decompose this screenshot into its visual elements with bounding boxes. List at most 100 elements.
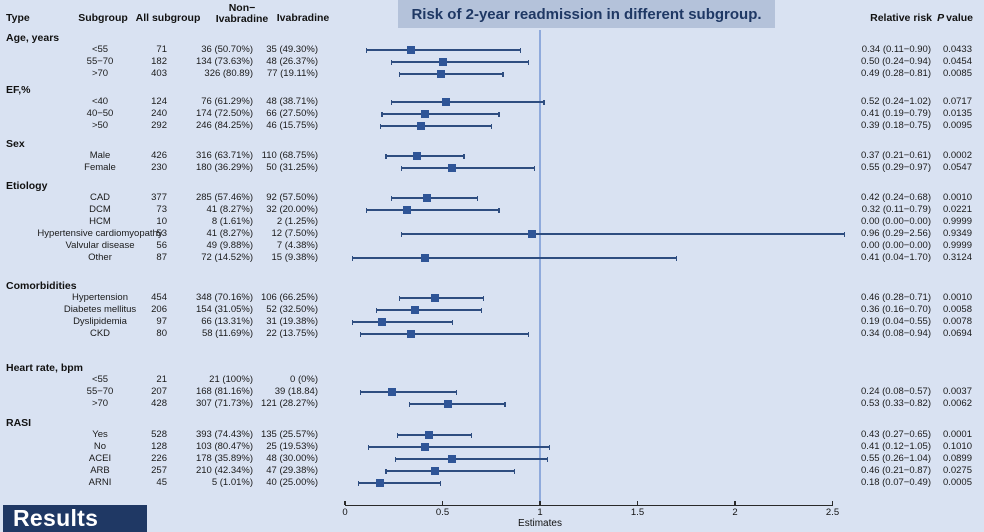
ivabradine-cell: 0 (0%) [290, 374, 318, 385]
subgroup-cell: ACEI [88, 453, 112, 464]
rr-marker [420, 443, 429, 451]
section-header: RASI [0, 410, 984, 429]
column-header-type: Type [6, 12, 30, 24]
rr-marker [436, 70, 445, 78]
subgroup-cell: <55 [91, 44, 109, 55]
relative-risk-cell: 0.37 (0.21−0.61) [861, 150, 931, 161]
ci-cap [360, 331, 362, 337]
ci-whisker [382, 113, 500, 115]
relative-risk-cell: 0.36 (0.16−0.70) [861, 304, 931, 315]
ci-whisker [391, 101, 544, 103]
ivabradine-cell: 106 (66.25%) [260, 292, 318, 303]
all-subgroup-cell: 45 [156, 477, 167, 488]
p-value-cell: 0.9999 [942, 240, 972, 251]
ivabradine-cell: 35 (49.30%) [266, 44, 318, 55]
ci-whisker [360, 391, 457, 393]
non-ivabradine-cell: 134 (73.63%) [195, 56, 253, 67]
ci-whisker [399, 73, 503, 75]
relative-risk-cell: 0.42 (0.24−0.68) [861, 192, 931, 203]
relative-risk-cell: 0.39 (0.18−0.75) [861, 120, 931, 131]
ivabradine-cell: 40 (25.00%) [266, 477, 318, 488]
all-subgroup-cell: 10 [156, 216, 167, 227]
ci-whisker [399, 297, 484, 299]
non-ivabradine-cell: 393 (74.43%) [195, 429, 253, 440]
ci-cap [360, 389, 362, 395]
ci-cap [397, 432, 399, 438]
non-ivabradine-cell: 285 (57.46%) [195, 192, 253, 203]
non-ivabradine-line2: Ivabradine [215, 13, 269, 25]
x-axis-title: Estimates [518, 518, 562, 529]
p-value-cell: 0.9999 [942, 216, 972, 227]
relative-risk-cell: 0.24 (0.08−0.57) [861, 386, 931, 397]
ci-whisker [409, 403, 505, 405]
non-ivabradine-cell: 76 (61.29%) [201, 96, 253, 107]
all-subgroup-cell: 528 [151, 429, 167, 440]
ivabradine-cell: 121 (28.27%) [260, 398, 318, 409]
all-subgroup-cell: 226 [151, 453, 167, 464]
axis-tick [831, 501, 834, 505]
column-header-ivabradine: Ivabradine [276, 12, 330, 24]
all-subgroup-cell: 240 [151, 108, 167, 119]
non-ivabradine-cell: 316 (63.71%) [195, 150, 253, 161]
ci-cap [399, 295, 401, 301]
column-header-non-ivabradine: Non− Ivabradine [210, 3, 274, 25]
subgroup-cell: <40 [91, 96, 109, 107]
relative-risk-cell: 0.53 (0.33−0.82) [861, 398, 931, 409]
forest-row: 55−70 182 134 (73.63%) 48 (26.37%) 0.50 (0.2… [0, 56, 984, 68]
p-value-cell: 0.0717 [942, 96, 972, 107]
ci-cap [514, 468, 516, 474]
ci-cap [482, 295, 485, 301]
ci-whisker [368, 446, 550, 448]
p-value-cell: 0.3124 [942, 252, 972, 263]
column-header-all-subgroup: All subgroup [135, 12, 201, 24]
ci-whisker [401, 233, 845, 235]
section-header: Comorbidities [0, 264, 984, 292]
non-ivabradine-cell: 178 (35.89%) [195, 453, 253, 464]
relative-risk-cell: 0.41 (0.19−0.79) [861, 108, 931, 119]
non-ivabradine-cell: 21 (100%) [209, 374, 253, 385]
section-title: RASI [6, 417, 32, 429]
non-ivabradine-cell: 348 (70.16%) [195, 292, 253, 303]
subgroup-cell: HCM [89, 216, 111, 227]
axis-tick-label: 0.5 [435, 507, 450, 518]
x-axis-line [345, 505, 833, 507]
rr-marker [387, 388, 396, 396]
section-header: Etiology [0, 174, 984, 192]
ci-whisker [391, 61, 529, 63]
rr-marker [424, 431, 433, 439]
ci-whisker [385, 155, 464, 157]
axis-tick [636, 501, 639, 505]
ci-cap [498, 111, 500, 117]
ci-cap [395, 456, 397, 462]
ivabradine-cell: 7 (4.38%) [276, 240, 318, 251]
ci-cap [504, 401, 506, 407]
subgroup-cell: 55−70 [86, 56, 114, 67]
p-value-cell: 0.0454 [942, 56, 972, 67]
forest-row: CAD 377 285 (57.46%) 92 (57.50%) 0.42 (0.24−… [0, 192, 984, 204]
relative-risk-cell: 0.19 (0.04−0.55) [861, 316, 931, 327]
p-value-cell: 0.0899 [942, 453, 972, 464]
ivabradine-cell: 12 (7.50%) [271, 228, 318, 239]
ci-cap [385, 153, 387, 159]
ci-whisker [397, 434, 472, 436]
non-ivabradine-cell: 58 (11.69%) [201, 328, 253, 339]
ivabradine-cell: 32 (20.00%) [266, 204, 318, 215]
ci-cap [367, 444, 370, 450]
all-subgroup-cell: 206 [151, 304, 167, 315]
p-value-cell: 0.0694 [942, 328, 972, 339]
ivabradine-cell: 92 (57.50%) [266, 192, 318, 203]
relative-risk-cell: 0.41 (0.04−1.70) [861, 252, 931, 263]
relative-risk-cell: 0.00 (0.00−0.00) [861, 216, 931, 227]
ci-whisker [358, 482, 441, 484]
reference-line-at-1 [539, 30, 541, 505]
subgroup-cell: Diabetes mellitus [63, 304, 137, 315]
p-value-cell: 0.0037 [942, 386, 972, 397]
forest-row: Male 426 316 (63.71%) 110 (68.75%) 0.37 (0.2… [0, 150, 984, 162]
ci-cap [375, 307, 377, 313]
forest-row: Dyslipidemia 97 66 (13.31%) 31 (19.38%) 0.19… [0, 316, 984, 328]
ivabradine-cell: 31 (19.38%) [266, 316, 318, 327]
ci-cap [391, 59, 393, 65]
ci-whisker [380, 125, 492, 127]
subgroup-cell: Dyslipidemia [73, 316, 127, 327]
